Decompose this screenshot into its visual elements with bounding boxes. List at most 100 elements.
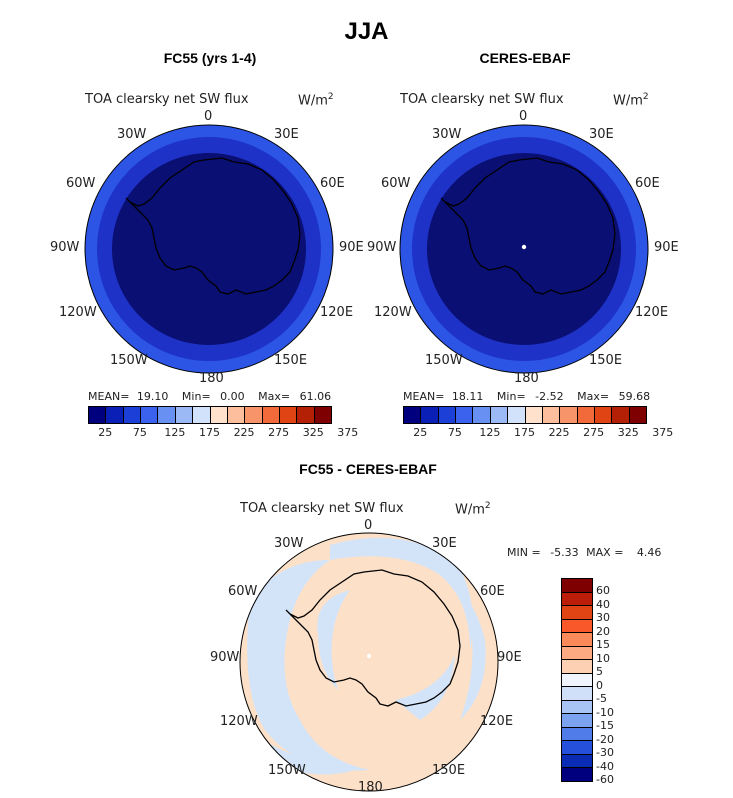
- colorbar-tick-label: 60: [596, 584, 610, 598]
- p1-lon-150w: 150W: [110, 353, 148, 368]
- colorbar-swatch: [629, 407, 647, 423]
- panel-3-map: [239, 532, 499, 792]
- colorbar-swatch: [562, 660, 592, 674]
- colorbar-swatch: [210, 407, 228, 423]
- colorbar-swatch: [227, 407, 246, 423]
- colorbar-tick-label: 20: [596, 624, 610, 638]
- p3-lon-30w: 30W: [274, 536, 304, 551]
- p1-lon-30w: 30W: [117, 127, 147, 142]
- colorbar-swatch: [562, 633, 592, 647]
- p2-lon-120w: 120W: [374, 305, 412, 320]
- p3-lon-60w: 60W: [228, 584, 258, 599]
- colorbar-tick-label: 325: [302, 426, 324, 439]
- colorbar-tick-label: -5: [596, 692, 607, 706]
- colorbar-swatch: [141, 407, 159, 423]
- colorbar-tick-label: 40: [596, 597, 610, 611]
- panel-3-colorbar: [561, 578, 593, 782]
- colorbar-swatch: [106, 407, 124, 423]
- colorbar-tick-label: 175: [199, 426, 220, 439]
- colorbar-tick-label: -10: [596, 705, 614, 719]
- colorbar-swatch: [421, 407, 439, 423]
- p3-lon-150e: 150E: [432, 763, 466, 778]
- colorbar-tick-label: 275: [583, 426, 605, 439]
- colorbar-swatch: [262, 407, 280, 423]
- colorbar-tick-label: 275: [268, 426, 290, 439]
- colorbar-swatch: [562, 646, 592, 661]
- colorbar-swatch: [193, 407, 211, 423]
- colorbar-swatch: [560, 407, 578, 423]
- colorbar-swatch: [562, 579, 592, 593]
- p1-lon-150e: 150E: [274, 353, 308, 368]
- p1-lon-90w: 90W: [50, 240, 80, 255]
- colorbar-swatch: [594, 407, 613, 423]
- colorbar-tick-label: 30: [596, 611, 610, 625]
- colorbar-tick-label: 25: [413, 426, 428, 439]
- panel-3-colorbar-ticks: 60 40 30 20 15 10 5 0 -5 -10 -15 -20 -30 -40 -60: [596, 578, 636, 786]
- colorbar-swatch: [612, 407, 630, 423]
- colorbar-swatch: [562, 768, 592, 781]
- p2-lon-90e: 90E: [654, 240, 679, 255]
- panel-2-title: CERES-EBAF: [479, 50, 571, 66]
- colorbar-tick-label: 225: [233, 426, 255, 439]
- p2-lon-30w: 30W: [432, 127, 462, 142]
- colorbar-tick-label: 25: [98, 426, 113, 439]
- colorbar-tick-label: 175: [514, 426, 535, 439]
- p1-lon-30e: 30E: [274, 127, 299, 142]
- colorbar-swatch: [562, 592, 592, 607]
- p3-lon-120w: 120W: [220, 714, 258, 729]
- panel-2-variable: TOA clearsky net SW flux: [400, 92, 564, 107]
- colorbar-swatch: [542, 407, 561, 423]
- colorbar-swatch: [508, 407, 526, 423]
- panel-2-colorbar: [403, 406, 647, 424]
- colorbar-swatch: [490, 407, 509, 423]
- colorbar-tick-label: 75: [447, 426, 462, 439]
- panel-3-title: FC55 - CERES-EBAF: [299, 461, 437, 477]
- p3-lon-0: 0: [364, 518, 373, 533]
- p3-lon-30e: 30E: [432, 536, 457, 551]
- colorbar-tick-label: 10: [596, 651, 610, 665]
- p2-lon-30e: 30E: [589, 127, 614, 142]
- colorbar-swatch: [562, 619, 592, 634]
- panel-2-units: W/m2: [613, 92, 649, 109]
- colorbar-tick-label: 0: [596, 678, 603, 692]
- colorbar-swatch: [175, 407, 194, 423]
- colorbar-tick-label: 5: [596, 665, 603, 679]
- p1-lon-60w: 60W: [66, 176, 96, 191]
- p2-lon-60w: 60W: [381, 176, 411, 191]
- panel-2-stats: MEAN= 18.11 Min= -2.52 Max= 59.68: [403, 390, 651, 403]
- p2-lon-0: 0: [519, 109, 528, 124]
- panel-1-units: W/m2: [298, 92, 334, 109]
- p3-lon-60e: 60E: [480, 584, 505, 599]
- panel-1-stats: MEAN= 19.10 Min= 0.00 Max= 61.06: [88, 390, 332, 403]
- p1-lon-120w: 120W: [59, 305, 97, 320]
- colorbar-swatch: [89, 407, 107, 423]
- colorbar-tick-label: -40: [596, 759, 614, 773]
- colorbar-tick-label: 225: [548, 426, 570, 439]
- colorbar-swatch: [562, 673, 592, 688]
- colorbar-tick-label: -60: [596, 773, 614, 786]
- panel-3-stats: MIN = -5.33 MAX = 4.46: [507, 546, 662, 559]
- p2-lon-150e: 150E: [589, 353, 623, 368]
- colorbar-tick-label: -30: [596, 746, 614, 760]
- colorbar-tick-label: 125: [164, 426, 186, 439]
- p1-lon-60e: 60E: [320, 176, 345, 191]
- p2-lon-150w: 150W: [425, 353, 463, 368]
- colorbar-swatch: [525, 407, 543, 423]
- p2-lon-60e: 60E: [635, 176, 660, 191]
- colorbar-swatch: [456, 407, 474, 423]
- colorbar-swatch: [245, 407, 263, 423]
- colorbar-swatch: [404, 407, 422, 423]
- colorbar-swatch: [562, 754, 592, 769]
- panel-1-colorbar-ticks: 25 75 125 175 225 275 325 375: [88, 426, 358, 440]
- figure-title: JJA: [344, 18, 389, 45]
- p3-lon-120e: 120E: [480, 714, 514, 729]
- colorbar-swatch: [123, 407, 142, 423]
- p2-lon-90w: 90W: [367, 240, 397, 255]
- p3-lon-90e: 90E: [497, 650, 522, 665]
- colorbar-swatch: [473, 407, 491, 423]
- p3-lon-90w: 90W: [210, 650, 240, 665]
- colorbar-swatch: [562, 727, 592, 742]
- panel-1-colorbar: [88, 406, 332, 424]
- p2-lon-120e: 120E: [635, 305, 669, 320]
- colorbar-tick-label: -20: [596, 732, 614, 746]
